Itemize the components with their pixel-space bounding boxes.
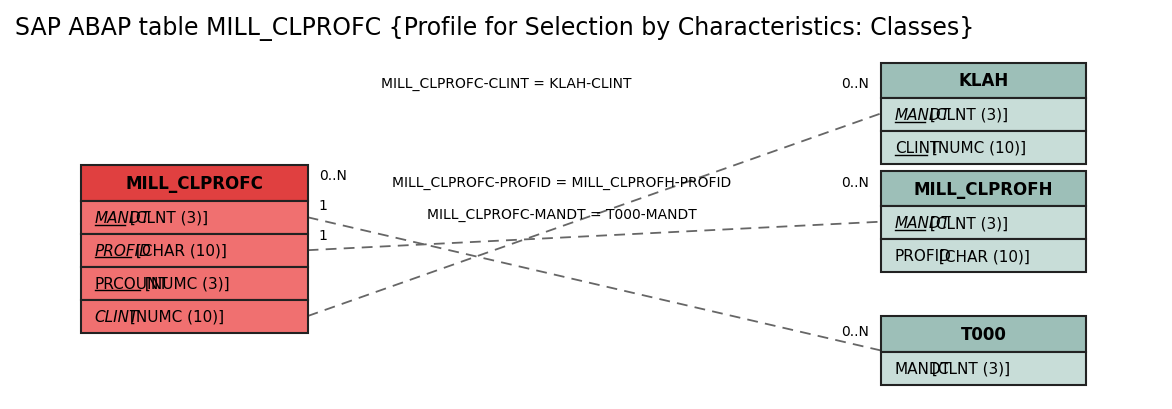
Text: SAP ABAP table MILL_CLPROFC {Profile for Selection by Characteristics: Classes}: SAP ABAP table MILL_CLPROFC {Profile for… [15,16,975,41]
Bar [881,240,1085,273]
Text: [CLNT (3)]: [CLNT (3)] [925,108,1008,123]
Text: MILL_CLPROFC-MANDT = T000-MANDT: MILL_CLPROFC-MANDT = T000-MANDT [427,207,696,222]
Bar [881,352,1085,385]
Bar [881,172,1085,207]
Bar [881,207,1085,240]
Bar [881,132,1085,164]
Text: MANDT: MANDT [95,210,151,225]
Text: 0..N: 0..N [840,77,868,91]
Text: MANDT: MANDT [894,216,950,231]
Text: [CLNT (3)]: [CLNT (3)] [124,210,207,225]
Text: MILL_CLPROFH: MILL_CLPROFH [914,180,1054,198]
Text: PRCOUNT: PRCOUNT [95,276,169,291]
Bar [881,99,1085,132]
Text: [NUMC (10)]: [NUMC (10)] [124,309,224,324]
Bar [881,317,1085,352]
Text: T000: T000 [961,325,1007,343]
Text: [CHAR (10)]: [CHAR (10)] [131,243,226,258]
Bar [81,300,307,333]
Text: CLINT: CLINT [95,309,139,324]
Bar [81,234,307,267]
Bar [881,63,1085,99]
Text: MANDT: MANDT [894,361,950,376]
Text: MANDT: MANDT [894,108,950,123]
Bar [81,267,307,300]
Text: KLAH: KLAH [959,72,1009,90]
Text: 0..N: 0..N [840,175,868,189]
Text: [CLNT (3)]: [CLNT (3)] [927,361,1010,376]
Text: [CHAR (10)]: [CHAR (10)] [934,249,1030,264]
Text: 0..N: 0..N [840,324,868,338]
Text: MILL_CLPROFC-CLINT = KLAH-CLINT: MILL_CLPROFC-CLINT = KLAH-CLINT [381,77,632,91]
Text: [NUMC (10)]: [NUMC (10)] [927,141,1027,155]
Text: MILL_CLPROFC-PROFID = MILL_CLPROFH-PROFID: MILL_CLPROFC-PROFID = MILL_CLPROFH-PROFI… [391,175,731,189]
Text: 0..N: 0..N [319,169,347,183]
Text: PROFID: PROFID [894,249,952,264]
Text: [CLNT (3)]: [CLNT (3)] [925,216,1008,231]
Text: PROFID: PROFID [95,243,151,258]
Text: MILL_CLPROFC: MILL_CLPROFC [125,175,264,193]
Bar [81,201,307,234]
Text: [NUMC (3)]: [NUMC (3)] [141,276,230,291]
Text: 1: 1 [319,199,327,213]
Text: 1: 1 [319,229,327,243]
Bar [81,166,307,201]
Text: CLINT: CLINT [894,141,939,155]
